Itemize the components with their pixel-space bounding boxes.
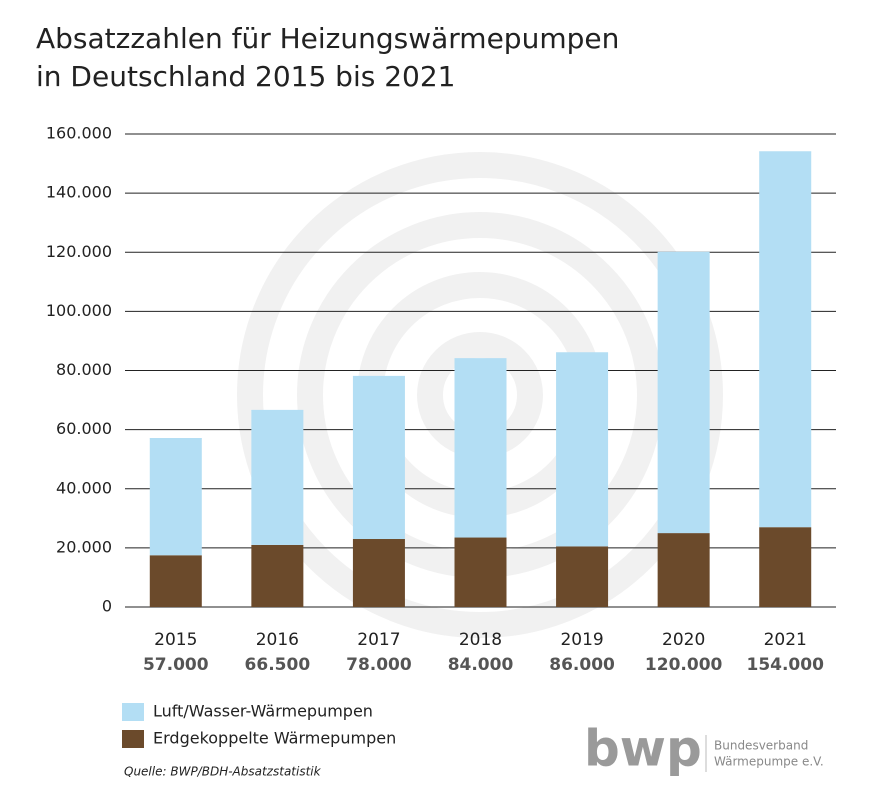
- chart-title: in Deutschland 2015 bis 2021: [36, 60, 455, 93]
- bar-segment: [657, 533, 710, 607]
- x-tick-label: 2015: [154, 630, 197, 650]
- total-label: 154.000: [746, 655, 824, 675]
- y-tick-label: 40.000: [56, 478, 112, 497]
- y-tick-label: 20.000: [56, 537, 112, 556]
- bar-segment: [759, 527, 812, 607]
- bar-segment: [657, 252, 710, 534]
- bar-segment: [759, 151, 812, 528]
- logo-text: Wärmepumpe e.V.: [714, 755, 824, 769]
- bar-segment: [251, 410, 304, 545]
- y-tick-label: 160.000: [46, 124, 112, 143]
- y-tick-label: 60.000: [56, 419, 112, 438]
- bar-segment: [352, 376, 405, 540]
- chart-title: Absatzzahlen für Heizungswärmepumpen: [36, 22, 619, 55]
- bar-segment: [556, 352, 609, 547]
- legend-label: Luft/Wasser-Wärmepumpen: [153, 702, 373, 721]
- x-tick-label: 2020: [662, 630, 705, 650]
- logo-mark: bwp: [584, 720, 702, 778]
- total-label: 78.000: [346, 655, 412, 675]
- total-label: 57.000: [143, 655, 209, 675]
- bar-segment: [352, 539, 405, 607]
- x-tick-label: 2019: [560, 630, 603, 650]
- x-tick-label: 2018: [459, 630, 502, 650]
- x-tick-label: 2016: [256, 630, 299, 650]
- y-tick-label: 80.000: [56, 360, 112, 379]
- y-tick-label: 0: [102, 597, 112, 616]
- bar-segment: [556, 546, 609, 607]
- logo-text: Bundesverband: [714, 739, 808, 753]
- y-tick-label: 140.000: [46, 183, 112, 202]
- bar-segment: [454, 537, 507, 607]
- y-tick-label: 120.000: [46, 242, 112, 261]
- legend-swatch: [122, 703, 144, 721]
- x-tick-label: 2017: [357, 630, 400, 650]
- bar-segment: [149, 438, 202, 556]
- total-label: 84.000: [448, 655, 514, 675]
- y-tick-label: 100.000: [46, 301, 112, 320]
- legend-label: Erdgekoppelte Wärmepumpen: [153, 729, 396, 748]
- source: Quelle: BWP/BDH-Absatzstatistik: [124, 765, 322, 779]
- bar-segment: [149, 555, 202, 607]
- total-label: 86.000: [549, 655, 615, 675]
- bar-segment: [454, 358, 507, 538]
- legend-swatch: [122, 730, 144, 748]
- bar-segment: [251, 544, 304, 607]
- x-tick-label: 2021: [764, 630, 807, 650]
- total-label: 120.000: [645, 655, 723, 675]
- total-label: 66.500: [245, 655, 311, 675]
